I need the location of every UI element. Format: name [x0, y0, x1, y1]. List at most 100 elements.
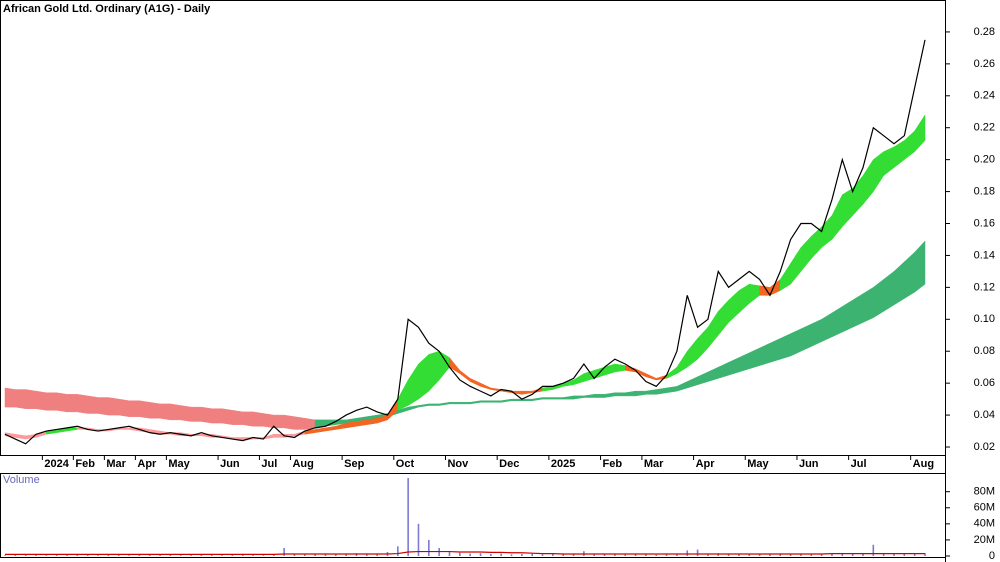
volume-bar [231, 554, 234, 556]
ribbon-segment [614, 392, 626, 397]
ribbon-segment [738, 283, 750, 314]
volume-bar [738, 553, 740, 556]
ribbon-segment [490, 400, 502, 403]
ribbon-segment [604, 392, 616, 398]
ribbon-segment [852, 174, 864, 217]
ribbon-segment [749, 347, 760, 370]
ribbon-segment [893, 140, 905, 169]
ribbon-segment [614, 363, 626, 373]
volume-bar [365, 553, 368, 556]
ribbon-segment [418, 353, 430, 400]
volume-bar [272, 554, 275, 556]
ribbon-segment [562, 395, 574, 400]
y-tick-label: 0.18 [974, 185, 995, 197]
ribbon-segment [769, 338, 781, 363]
volume-bar [624, 554, 627, 556]
ribbon-segment [676, 350, 688, 375]
x-tick-label: Aug [292, 458, 313, 470]
y-tick-label: 0.02 [974, 441, 995, 453]
ribbon-segment [800, 323, 812, 352]
volume-bar [882, 553, 885, 556]
volume-bar [86, 555, 89, 556]
volume-bar [303, 554, 306, 556]
y-tick-label: 0.28 [974, 26, 995, 38]
volume-bar [748, 553, 751, 556]
ribbon-segment [790, 246, 802, 285]
ribbon-segment [697, 326, 709, 360]
volume-bar [851, 553, 854, 556]
ribbon-segment [459, 402, 471, 405]
ribbon-segment [449, 356, 461, 375]
volume-bar [510, 554, 513, 556]
ribbon-segment [728, 357, 740, 376]
volume-bar [655, 554, 658, 556]
ribbon-segment [232, 410, 244, 425]
volume-bar [841, 553, 844, 556]
ribbon-segment [862, 158, 874, 206]
volume-bar [903, 553, 906, 556]
ribbon-segment [180, 405, 192, 422]
ribbon-segment [149, 402, 161, 419]
ribbon-segment [221, 408, 233, 425]
y-tick-label: 60M [974, 502, 995, 514]
x-tick-label: May [168, 458, 190, 470]
ribbon-segment [718, 299, 729, 336]
x-tick-label: May [747, 458, 769, 470]
ribbon-segment [46, 392, 57, 411]
volume-bar [686, 550, 689, 556]
ribbon-segment [666, 386, 678, 394]
ribbon-segment [531, 397, 543, 402]
volume-bar [913, 553, 916, 556]
ribbon-segment [811, 226, 822, 260]
y-tick-label: 40M [974, 518, 995, 530]
x-tick-label: 2024 [44, 458, 69, 470]
x-tick-label: Jun [799, 458, 819, 470]
volume-bar [200, 554, 203, 556]
ribbon-segment [831, 306, 843, 338]
ribbon-segment [108, 397, 119, 416]
ribbon-segment [459, 369, 471, 383]
chart-title: African Gold Ltd. Ordinary (A1G) - Daily [3, 3, 211, 15]
y-tick-label: 0.26 [974, 58, 995, 70]
ribbon-segment [56, 392, 68, 413]
volume-bar [800, 553, 802, 556]
volume-bar [490, 553, 492, 556]
volume-bar [55, 554, 58, 556]
ribbon-segment [15, 389, 26, 409]
ribbon-segment [128, 400, 140, 417]
volume-bar [35, 554, 37, 556]
volume-bar [676, 553, 678, 556]
x-tick-label: Jul [261, 458, 277, 470]
ribbon-segment [283, 414, 295, 430]
ribbon-segment [811, 318, 822, 347]
volume-bar [614, 554, 616, 556]
volume-bar [314, 554, 316, 556]
ribbon-segment [738, 352, 750, 373]
ribbon-segment [842, 299, 853, 333]
ribbon-segment [314, 427, 326, 433]
ribbon-segment [66, 427, 78, 432]
ribbon-segment [428, 350, 440, 392]
ribbon-segment [914, 114, 926, 153]
ribbon-segment [469, 377, 481, 387]
ribbon-segment [873, 151, 884, 193]
volume-bar [159, 555, 161, 556]
ribbon-segment [728, 289, 740, 324]
volume-bar [831, 553, 833, 556]
ribbon-segment [97, 397, 109, 416]
ribbon-segment [718, 362, 729, 379]
ribbon-segment [749, 283, 760, 304]
ribbon-segment [697, 371, 709, 386]
volume-bar [283, 547, 285, 556]
ribbon-segment [252, 411, 264, 427]
x-tick-label: Mar [106, 458, 126, 470]
ribbon-segment [686, 376, 698, 389]
volume-bar [665, 554, 668, 556]
y-tick-label: 0.14 [974, 249, 995, 261]
volume-bar [117, 554, 120, 556]
ribbon-segment [655, 387, 667, 395]
x-tick-label: Nov [447, 458, 469, 470]
ribbon-segment [583, 394, 595, 398]
ribbon-segment [77, 394, 88, 414]
